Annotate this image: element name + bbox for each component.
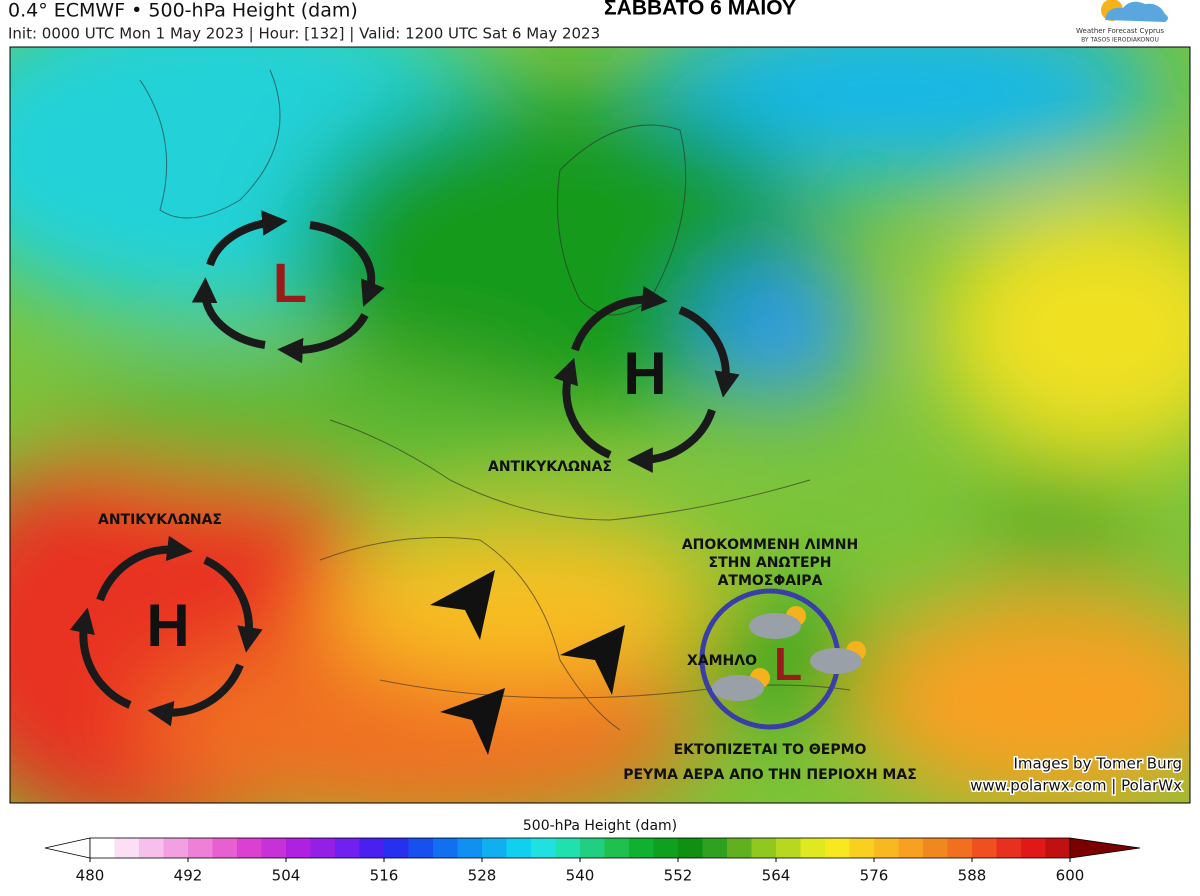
colorbar-bin — [604, 838, 630, 858]
colorbar-bin — [359, 838, 385, 858]
colorbar-bin — [286, 838, 311, 858]
colorbar-bin — [947, 838, 973, 858]
high-label: ΑΝΤΙΚΥΚΛΩΝΑΣ — [98, 512, 222, 528]
colorbar-bin — [384, 838, 409, 858]
day-title: ΣΑΒΒΑΤΟ 6 ΜΑΙΟΥ — [604, 0, 796, 20]
colorbar-bin — [849, 838, 875, 858]
colorbar-bin — [555, 838, 581, 858]
logo-name: Weather Forecast Cyprus — [1076, 27, 1164, 35]
weather-icons — [712, 606, 866, 701]
colorbar-bin — [335, 838, 360, 858]
colorbar-extend — [1069, 837, 1141, 859]
colorbar-tick-label: 516 — [370, 867, 399, 885]
colorbar-bin — [678, 838, 703, 858]
colorbar-bin — [972, 838, 997, 858]
logo: Weather Forecast Cyprus BY TASOS IERODIA… — [1076, 0, 1168, 44]
colorbar-tick-label: 480 — [76, 867, 105, 885]
high-rotation: H — [553, 285, 740, 473]
colorbar-bin — [800, 838, 826, 858]
colorbar-bin — [898, 838, 924, 858]
colorbar-bin — [188, 838, 213, 858]
title: 0.4° ECMWF • 500-hPa Height (dam) — [8, 0, 358, 22]
colorbar-bin — [457, 838, 483, 858]
colorbar-bin — [506, 838, 532, 858]
high-symbol: H — [146, 592, 189, 659]
colorbar-bin — [163, 838, 189, 858]
colorbar-bin — [433, 838, 458, 858]
low-symbol: L — [774, 638, 802, 690]
colorbar-tick-label: 576 — [860, 867, 889, 885]
flow-arrows — [430, 570, 625, 755]
colorbar-bin — [114, 838, 140, 858]
colorbar-bin — [310, 838, 336, 858]
colorbar-bin — [996, 838, 1022, 858]
high-label: ΑΝΤΙΚΥΚΛΩΝΑΣ — [488, 459, 612, 475]
colorbar-bin — [237, 838, 262, 858]
colorbar-tick-label: 540 — [566, 867, 595, 885]
colorbar-bin — [531, 838, 556, 858]
colorbar: 480 492 504 516 528 540 552 564 576 588 600 — [44, 837, 1141, 885]
colorbar-bin — [727, 838, 752, 858]
colorbar-bin — [1021, 838, 1046, 858]
credit: Images by Tomer Burg — [1013, 755, 1182, 773]
bottom-label: ΕΚΤΟΠΙΖΕΤΑΙ ΤΟ ΘΕΡΜΟ — [674, 742, 867, 758]
cutoff-label: ΑΠΟΚΟΜΜΕΝΗ ΛΙΜΝΗ — [682, 537, 858, 553]
colorbar-tick-label: 528 — [468, 867, 497, 885]
colorbar-bin — [776, 838, 801, 858]
colorbar-tick-label: 552 — [664, 867, 693, 885]
colorbar-tick-label: 600 — [1056, 867, 1085, 885]
bottom-label: ΡΕΥΜΑ ΑΕΡΑ ΑΠΟ ΤΗΝ ΠΕΡΙΟΧΗ ΜΑΣ — [623, 767, 917, 783]
cutoff-label: ΑΤΜΟΣΦΑΙΡΑ — [718, 573, 823, 589]
high-rotation: H — [69, 535, 263, 727]
colorbar-bin — [702, 838, 728, 858]
credit: www.polarwx.com | PolarWx — [970, 777, 1182, 795]
colorbar-bin — [408, 838, 434, 858]
colorbar-extend — [44, 837, 91, 859]
colorbar-bin — [212, 838, 238, 858]
colorbar-bin — [580, 838, 605, 858]
colorbar-label: 500-hPa Height (dam) — [523, 818, 677, 834]
colorbar-bin — [923, 838, 948, 858]
colorbar-tick-label: 564 — [762, 867, 791, 885]
colorbar-bin — [1045, 838, 1071, 858]
colorbar-bin — [874, 838, 899, 858]
colorbar-bin — [629, 838, 654, 858]
colorbar-tick-label: 504 — [272, 867, 301, 885]
low-label: ΧΑΜΗΛΟ — [687, 653, 757, 669]
map — [10, 47, 1190, 803]
low-rotation: L — [191, 210, 385, 364]
logo-author: BY TASOS IERODIAKONOU — [1081, 37, 1159, 44]
colorbar-bin — [825, 838, 850, 858]
colorbar-bin — [482, 838, 507, 858]
map-frame — [9, 46, 1191, 804]
subtitle: Init: 0000 UTC Mon 1 May 2023 | Hour: [1… — [8, 25, 600, 43]
colorbar-bin — [751, 838, 777, 858]
colorbar-bin — [139, 838, 164, 858]
cutoff-label: ΣΤΗΝ ΑΝΩΤΕΡΗ — [709, 555, 832, 571]
colorbar-tick-label: 588 — [958, 867, 987, 885]
colorbar-bin — [653, 838, 679, 858]
colorbar-tick-label: 492 — [174, 867, 203, 885]
high-symbol: H — [623, 340, 666, 407]
low-symbol: L — [273, 251, 307, 314]
colorbar-bin — [90, 838, 115, 858]
colorbar-bin — [261, 838, 287, 858]
